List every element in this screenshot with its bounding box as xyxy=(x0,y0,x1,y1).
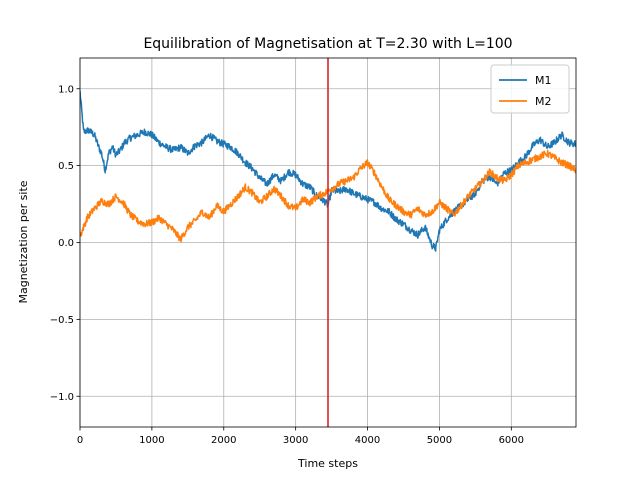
y-tick-label: −0.5 xyxy=(50,315,74,326)
x-tick-label: 0 xyxy=(77,435,83,446)
x-tick-label: 6000 xyxy=(499,435,524,446)
legend: M1 M2 xyxy=(490,64,570,114)
y-tick-label: 0.5 xyxy=(58,161,74,172)
legend-label: M2 xyxy=(535,95,552,108)
x-tick-label: 2000 xyxy=(211,435,236,446)
y-tick-label: 0.0 xyxy=(58,238,74,249)
x-tick-label: 4000 xyxy=(355,435,380,446)
axes-frame xyxy=(79,57,577,428)
x-tick-label: 3000 xyxy=(283,435,308,446)
chart-title: Equilibration of Magnetisation at T=2.30… xyxy=(143,36,512,52)
plot-area xyxy=(80,58,576,427)
x-axis-title: Time steps xyxy=(297,457,358,470)
y-tick-label: −1.0 xyxy=(50,392,74,403)
y-tick-label: 1.0 xyxy=(58,84,74,95)
legend-label: M1 xyxy=(535,74,552,87)
axes: 0 1000 2000 3000 4000 5000 6000 −1.0 −0.5 0.0 0.5 1… xyxy=(50,57,577,446)
x-tick-label: 1000 xyxy=(139,435,164,446)
x-tick-label: 5000 xyxy=(427,435,452,446)
legend-box xyxy=(490,64,570,114)
y-axis-title: Magnetization per site xyxy=(17,180,30,303)
